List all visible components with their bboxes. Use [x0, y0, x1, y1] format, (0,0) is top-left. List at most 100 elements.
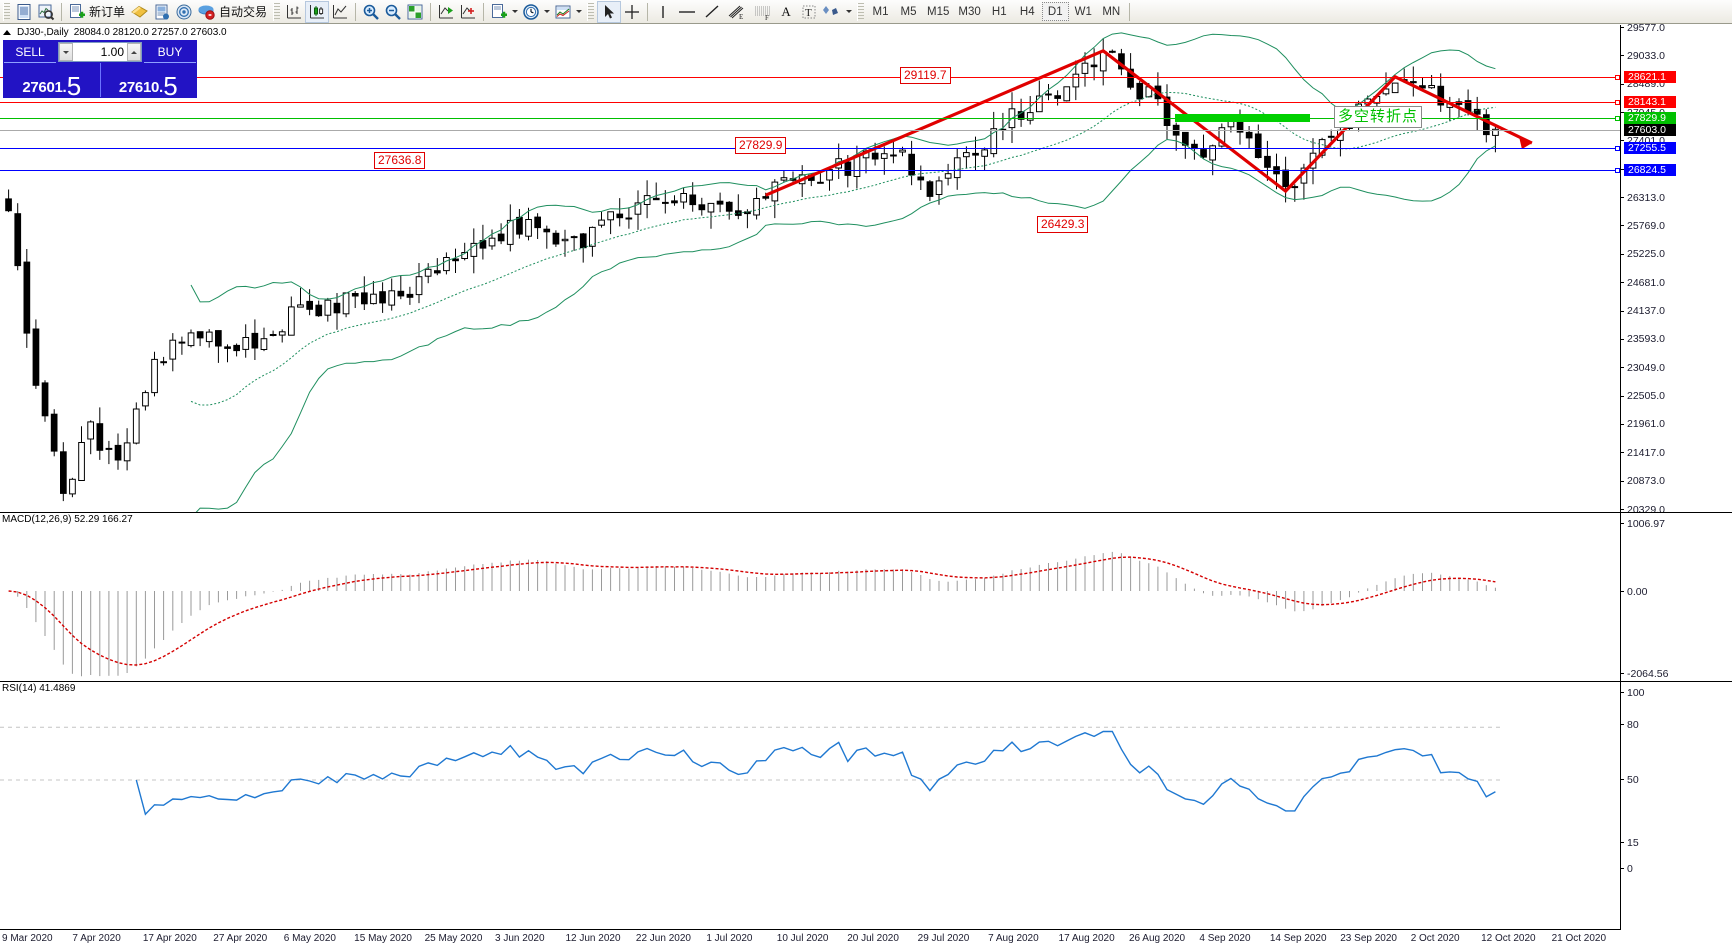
- new-order-button[interactable]: [66, 1, 88, 23]
- timeframe-m30[interactable]: M30: [958, 5, 981, 18]
- chart-annotation-swing-low[interactable]: 26429.3: [1037, 216, 1089, 233]
- timeframe-d1[interactable]: D1: [1041, 2, 1069, 21]
- timeframe-m15[interactable]: M15: [927, 5, 950, 18]
- timeframe-w1[interactable]: W1: [1074, 5, 1092, 18]
- price-level-line-level[interactable]: [0, 147, 1620, 149]
- chart-annotation-swing-level[interactable]: 27636.8: [374, 152, 426, 169]
- horizontal-line-button[interactable]: [674, 1, 700, 23]
- price-level-badge-last-price[interactable]: 27603.0: [1624, 123, 1676, 136]
- price-tick: 25769.0: [1621, 220, 1665, 232]
- price-tick-label: 23593.0: [1627, 333, 1665, 346]
- date-tick-label: 3 Jun 2020: [495, 933, 545, 944]
- price-level-line-level[interactable]: [0, 170, 1620, 172]
- timeframe-h4[interactable]: H4: [1019, 5, 1035, 18]
- price-level-handle[interactable]: [1615, 99, 1620, 105]
- price-level-badge-support[interactable]: 27829.9: [1624, 112, 1676, 125]
- price-tick: 24681.0: [1621, 277, 1665, 289]
- market-watch-button[interactable]: [35, 1, 57, 23]
- chart-annotation-turning-point-note[interactable]: 多空转折点: [1334, 106, 1423, 129]
- periods-caret[interactable]: [542, 1, 552, 23]
- price-chart-canvas[interactable]: [0, 25, 1620, 512]
- volume-increase-button[interactable]: [127, 43, 141, 61]
- date-axis[interactable]: 9 Mar 2020 7 Apr 2020 17 Apr 2020 27 Apr 20…: [0, 929, 1620, 949]
- line-chart-button[interactable]: [329, 1, 351, 23]
- rsi-panel[interactable]: RSI(14) 41.4869 100 80 50 15 0: [0, 681, 1732, 930]
- zoom-in-button[interactable]: [360, 1, 382, 23]
- price-level-badge-resistance[interactable]: 28143.1: [1624, 95, 1676, 108]
- vertical-line-button[interactable]: [652, 1, 674, 23]
- date-tick-label: 9 Mar 2020: [2, 933, 53, 944]
- shapes-button[interactable]: [820, 1, 844, 23]
- equidistant-channel-button[interactable]: E: [724, 1, 750, 23]
- candlestick-chart-icon: [310, 4, 325, 18]
- tick-dash: [1621, 253, 1624, 255]
- trendline-button[interactable]: [700, 1, 724, 23]
- chart-annotation-swing-high[interactable]: 29119.7: [900, 67, 951, 84]
- collapse-arrow-icon[interactable]: [3, 29, 11, 35]
- terminal-button[interactable]: [173, 1, 195, 23]
- sell-button[interactable]: 27601. 5: [4, 63, 100, 97]
- volume-stepper[interactable]: 1.00: [58, 42, 142, 62]
- crosshair-button[interactable]: [621, 1, 643, 23]
- periods-button[interactable]: [520, 1, 542, 23]
- price-chart-panel[interactable]: 29119.7 27829.9 27636.8 26429.3 多空转折点 29577.…: [0, 22, 1732, 516]
- price-level-handle[interactable]: [1615, 116, 1620, 122]
- timeframe-mn[interactable]: MN: [1102, 5, 1121, 18]
- buy-button[interactable]: 27610. 5: [99, 63, 197, 97]
- price-level-badge-level[interactable]: 27255.5: [1624, 141, 1676, 154]
- chart-shift-button[interactable]: [457, 1, 479, 23]
- rsi-axis[interactable]: 100 80 50 15 0: [1620, 682, 1732, 930]
- volume-value[interactable]: 1.00: [100, 45, 124, 59]
- toolbar-grip[interactable]: [3, 2, 10, 21]
- price-axis[interactable]: 29577.029033.028489.027945.027401.026857…: [1620, 22, 1732, 516]
- fibonacci-button[interactable]: F: [750, 1, 776, 23]
- templates-button[interactable]: [552, 1, 574, 23]
- support-zone-bar[interactable]: [1175, 114, 1310, 123]
- navigator-button[interactable]: [151, 1, 173, 23]
- template-icon: [555, 5, 571, 18]
- cursor-button[interactable]: [597, 0, 622, 23]
- tick-dash: [1621, 868, 1624, 869]
- timeframe-m5[interactable]: M5: [900, 5, 917, 18]
- macd-panel[interactable]: MACD(12,26,9) 52.29 166.27 1006.97 0.00 -2…: [0, 512, 1732, 681]
- new-chart-button[interactable]: [13, 1, 35, 23]
- candlestick-chart-button[interactable]: [305, 0, 330, 23]
- price-level-badge-level[interactable]: 26824.5: [1624, 164, 1676, 177]
- price-level-badge-resistance[interactable]: 28621.1: [1624, 70, 1676, 83]
- templates-caret[interactable]: [574, 1, 584, 23]
- price-level-line-last-price[interactable]: [0, 129, 1620, 131]
- toolbar-grip-3[interactable]: [587, 2, 595, 21]
- autotrading-button[interactable]: [195, 1, 218, 23]
- price-level-line-support[interactable]: [0, 118, 1620, 120]
- price-level-handle[interactable]: [1615, 168, 1620, 174]
- date-tick-label: 23 Sep 2020: [1340, 933, 1397, 944]
- text-button[interactable]: A: [776, 1, 798, 23]
- macd-axis[interactable]: 1006.97 0.00 -2064.56: [1620, 513, 1732, 681]
- volume-decrease-button[interactable]: [59, 43, 73, 61]
- chart-annotation-swing-level[interactable]: 27829.9: [735, 137, 787, 154]
- price-level-line-resistance[interactable]: [0, 101, 1620, 103]
- text-label-icon: T: [802, 5, 816, 19]
- price-tick: 25225.0: [1621, 248, 1665, 260]
- text-label-button[interactable]: T: [798, 1, 820, 23]
- timeframe-h1[interactable]: H1: [991, 5, 1007, 18]
- tile-windows-button[interactable]: [404, 1, 426, 23]
- toolbar-separator-4: [483, 2, 485, 21]
- rsi-tick: 50: [1621, 774, 1639, 786]
- toolbar-grip-4[interactable]: [857, 2, 865, 21]
- zoom-out-button[interactable]: [382, 1, 404, 23]
- clock-icon: [523, 3, 539, 20]
- price-level-line-resistance[interactable]: [0, 76, 1620, 78]
- timeframe-m1[interactable]: M1: [872, 5, 889, 18]
- shapes-caret[interactable]: [844, 1, 854, 23]
- price-tick-label: 24137.0: [1627, 305, 1665, 318]
- toolbar-grip-2[interactable]: [273, 2, 281, 21]
- indicators-caret[interactable]: [510, 1, 520, 23]
- bar-chart-button[interactable]: [283, 1, 305, 23]
- indicators-button[interactable]: [488, 1, 510, 23]
- auto-scroll-button[interactable]: [435, 1, 457, 23]
- price-level-handle[interactable]: [1615, 145, 1620, 151]
- price-level-handle[interactable]: [1615, 74, 1620, 80]
- metaeditor-button[interactable]: [128, 1, 151, 23]
- line-chart-icon: [333, 4, 348, 18]
